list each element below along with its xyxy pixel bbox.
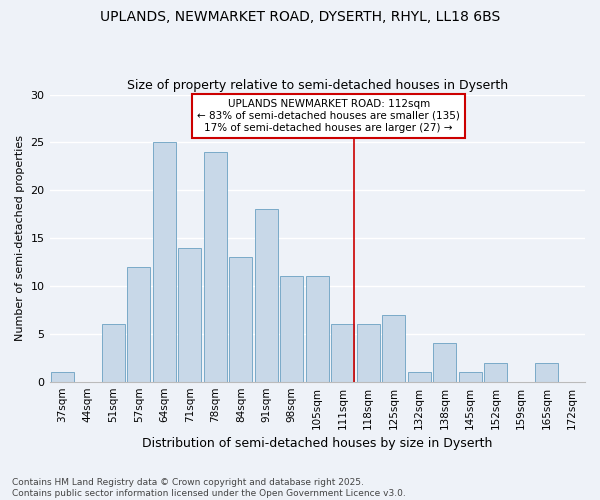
- Bar: [433, 344, 456, 382]
- Bar: [331, 324, 354, 382]
- Bar: [306, 276, 329, 382]
- Text: UPLANDS NEWMARKET ROAD: 112sqm
← 83% of semi-detached houses are smaller (135)
1: UPLANDS NEWMARKET ROAD: 112sqm ← 83% of …: [197, 100, 460, 132]
- Bar: [229, 258, 252, 382]
- Bar: [357, 324, 380, 382]
- Bar: [255, 210, 278, 382]
- Bar: [484, 362, 507, 382]
- Bar: [382, 314, 405, 382]
- X-axis label: Distribution of semi-detached houses by size in Dyserth: Distribution of semi-detached houses by …: [142, 437, 493, 450]
- Text: UPLANDS, NEWMARKET ROAD, DYSERTH, RHYL, LL18 6BS: UPLANDS, NEWMARKET ROAD, DYSERTH, RHYL, …: [100, 10, 500, 24]
- Bar: [408, 372, 431, 382]
- Text: Contains HM Land Registry data © Crown copyright and database right 2025.
Contai: Contains HM Land Registry data © Crown c…: [12, 478, 406, 498]
- Bar: [153, 142, 176, 382]
- Y-axis label: Number of semi-detached properties: Number of semi-detached properties: [15, 135, 25, 341]
- Bar: [178, 248, 201, 382]
- Bar: [459, 372, 482, 382]
- Bar: [204, 152, 227, 382]
- Bar: [127, 267, 150, 382]
- Bar: [280, 276, 303, 382]
- Bar: [102, 324, 125, 382]
- Bar: [535, 362, 558, 382]
- Bar: [51, 372, 74, 382]
- Title: Size of property relative to semi-detached houses in Dyserth: Size of property relative to semi-detach…: [127, 79, 508, 92]
